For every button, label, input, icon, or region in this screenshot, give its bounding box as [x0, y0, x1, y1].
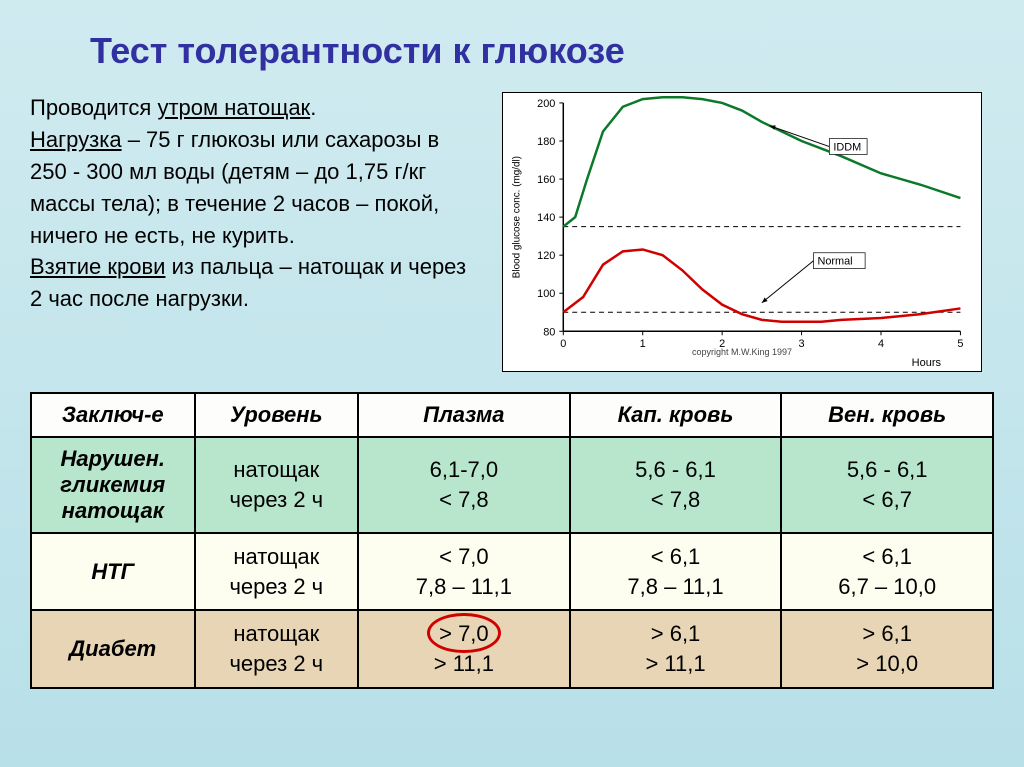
glucose-chart: 80100120140160180200012345Blood glucose … — [502, 92, 982, 372]
svg-text:1: 1 — [640, 338, 646, 350]
svg-text:180: 180 — [537, 136, 555, 148]
svg-text:160: 160 — [537, 174, 555, 186]
description-text: Проводится утром натощак. Нагрузка – 75 … — [30, 92, 470, 372]
table-header: Плазма — [358, 393, 570, 437]
svg-text:Blood glucose conc. (mg/dl): Blood glucose conc. (mg/dl) — [512, 156, 523, 278]
table-row: Нарушен.гликемиянатощакнатощак через 2 ч… — [31, 437, 993, 533]
svg-text:IDDM: IDDM — [833, 142, 861, 154]
content-row: Проводится утром натощак. Нагрузка – 75 … — [30, 92, 994, 372]
table-header: Кап. кровь — [570, 393, 782, 437]
chart-xlabel: Hours — [912, 357, 941, 369]
table-row: НТГнатощак через 2 ч< 7,07,8 – 11,1< 6,1… — [31, 533, 993, 610]
svg-text:80: 80 — [543, 326, 555, 338]
page-title: Тест толерантности к глюкозе — [90, 30, 994, 72]
table-header: Вен. кровь — [781, 393, 993, 437]
svg-text:120: 120 — [537, 250, 555, 262]
table-header: Уровень — [195, 393, 359, 437]
table-row: Диабетнатощак через 2 ч> 7,0> 11,1> 6,1>… — [31, 610, 993, 687]
svg-text:Normal: Normal — [817, 256, 852, 268]
chart-copyright: copyright M.W.King 1997 — [692, 347, 792, 357]
svg-text:140: 140 — [537, 212, 555, 224]
svg-text:5: 5 — [957, 338, 963, 350]
svg-text:200: 200 — [537, 98, 555, 110]
svg-text:0: 0 — [560, 338, 566, 350]
svg-text:100: 100 — [537, 288, 555, 300]
table-header: Заключ-е — [31, 393, 195, 437]
svg-text:3: 3 — [799, 338, 805, 350]
results-table: Заключ-еУровеньПлазмаКап. кровьВен. кров… — [30, 392, 994, 689]
svg-text:4: 4 — [878, 338, 884, 350]
